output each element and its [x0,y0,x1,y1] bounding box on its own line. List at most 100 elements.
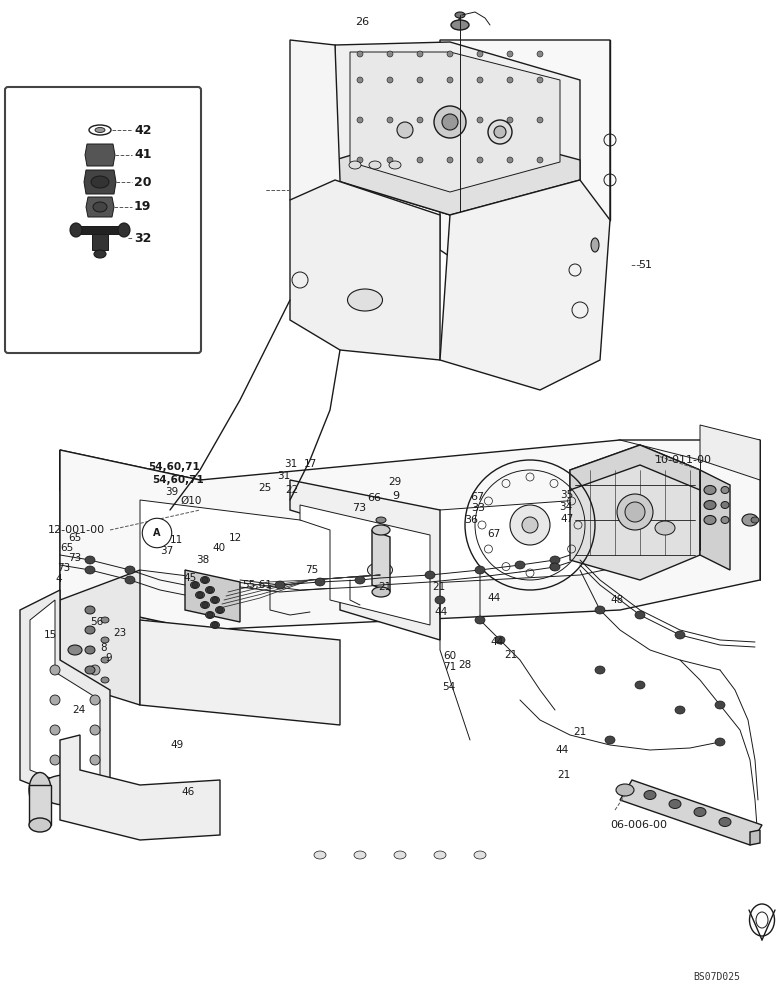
Text: 39: 39 [165,487,178,497]
Ellipse shape [635,681,645,689]
Circle shape [507,51,513,57]
Text: 29: 29 [388,477,401,487]
Circle shape [50,725,60,735]
Text: 65: 65 [60,543,73,553]
Ellipse shape [95,127,105,132]
Circle shape [494,126,506,138]
Ellipse shape [200,576,210,584]
Ellipse shape [475,616,485,624]
Ellipse shape [68,645,82,655]
Text: 12: 12 [229,533,242,543]
Ellipse shape [190,582,199,588]
Ellipse shape [101,637,109,643]
Text: 73: 73 [68,553,81,563]
Polygon shape [290,180,440,360]
Ellipse shape [675,631,685,639]
Circle shape [537,117,543,123]
Text: 54,60,71: 54,60,71 [152,475,204,485]
Ellipse shape [368,562,393,578]
Text: 41: 41 [134,148,151,161]
Text: 06-006-00: 06-006-00 [610,820,667,830]
Polygon shape [60,440,760,630]
Ellipse shape [101,677,109,683]
Polygon shape [335,42,580,215]
Text: 21: 21 [557,770,570,780]
Ellipse shape [354,851,366,859]
Polygon shape [570,445,700,580]
Circle shape [212,597,218,603]
Ellipse shape [704,516,716,524]
Ellipse shape [206,586,214,593]
Text: A: A [20,105,34,123]
Circle shape [507,77,513,83]
Ellipse shape [125,576,135,584]
Text: 20: 20 [134,176,151,188]
Ellipse shape [751,517,759,523]
Circle shape [50,695,60,705]
Ellipse shape [455,12,465,18]
Text: 19: 19 [134,200,151,214]
Text: 49: 49 [170,740,183,750]
Circle shape [90,725,100,735]
Text: 44: 44 [487,593,501,603]
Ellipse shape [595,666,605,674]
Polygon shape [30,600,100,785]
Circle shape [387,51,393,57]
Ellipse shape [595,606,605,614]
Circle shape [488,120,512,144]
Text: 9: 9 [105,653,112,663]
Circle shape [522,517,538,533]
Text: 71: 71 [443,662,456,672]
Text: 11: 11 [170,535,183,545]
Ellipse shape [550,556,560,564]
Bar [29,785,51,825]
Text: 40: 40 [212,543,225,553]
Polygon shape [80,226,120,234]
Circle shape [477,77,483,83]
Ellipse shape [85,646,95,654]
Text: 46: 46 [181,787,194,797]
Circle shape [510,505,550,545]
Circle shape [212,622,218,628]
Polygon shape [86,197,114,217]
Text: 67: 67 [487,529,501,539]
Text: 44: 44 [490,637,504,647]
Circle shape [447,157,453,163]
Text: 10-001-00: 10-001-00 [108,185,165,195]
Text: 34: 34 [559,502,572,512]
Polygon shape [60,735,220,840]
Circle shape [217,607,223,613]
Text: 67: 67 [470,492,484,502]
Text: 31: 31 [277,471,290,481]
Ellipse shape [125,566,135,574]
Ellipse shape [669,800,681,808]
Ellipse shape [644,790,656,800]
Circle shape [537,157,543,163]
Text: 21: 21 [432,582,445,592]
Circle shape [417,157,423,163]
Ellipse shape [29,818,51,832]
Ellipse shape [216,606,224,613]
Polygon shape [620,780,762,845]
Ellipse shape [394,851,406,859]
Text: 28: 28 [458,660,471,670]
Polygon shape [84,170,116,194]
Polygon shape [290,480,440,640]
Polygon shape [185,570,240,622]
Text: 44: 44 [434,607,447,617]
Text: 31: 31 [284,459,297,469]
Text: 42: 42 [134,123,151,136]
Ellipse shape [675,706,685,714]
Circle shape [197,592,203,598]
Text: 33: 33 [471,503,485,513]
Circle shape [477,157,483,163]
Text: 48: 48 [610,595,623,605]
Ellipse shape [550,563,560,571]
Ellipse shape [348,289,383,311]
Ellipse shape [70,223,82,237]
Polygon shape [700,470,730,570]
Ellipse shape [200,601,210,608]
Ellipse shape [210,621,220,629]
Polygon shape [85,144,115,166]
Polygon shape [335,125,580,215]
